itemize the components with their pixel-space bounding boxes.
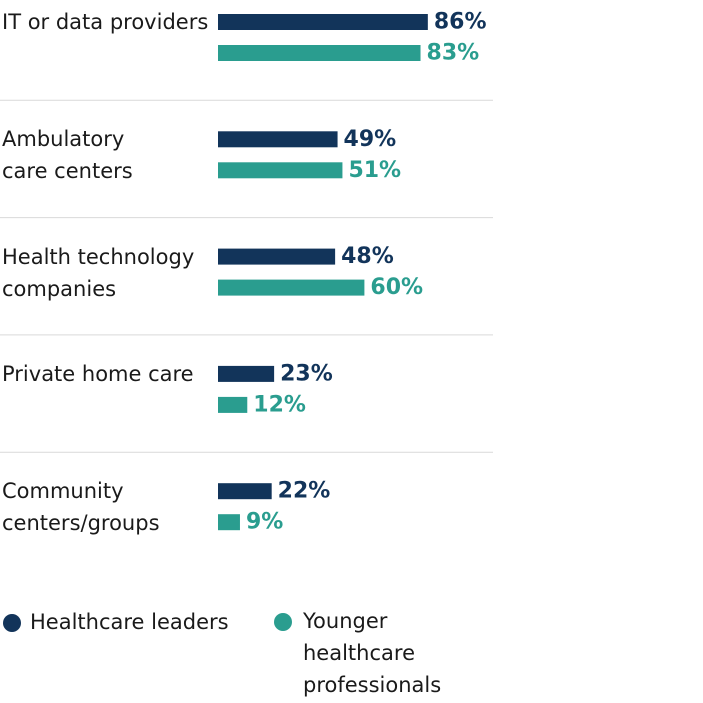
value-label: 51% <box>348 158 401 183</box>
bar <box>218 131 338 148</box>
bar <box>218 45 421 61</box>
bar <box>218 162 343 179</box>
value-label: 9% <box>246 510 283 535</box>
value-label: 23% <box>280 361 333 386</box>
value-label: 22% <box>278 479 331 504</box>
bar <box>218 14 428 30</box>
category-label: Community centers/groups <box>2 479 160 536</box>
bar <box>218 514 240 531</box>
value-label: 48% <box>341 244 394 269</box>
value-label: 60% <box>370 275 423 300</box>
category-label: Private home care <box>2 361 194 386</box>
bar <box>218 483 272 500</box>
category-label: Ambulatory care centers <box>2 127 133 184</box>
legend-marker <box>274 613 292 631</box>
bar <box>218 279 365 296</box>
category-label: Health technology companies <box>2 244 195 301</box>
value-label: 12% <box>253 392 306 417</box>
bar <box>218 365 275 382</box>
bar <box>218 396 248 413</box>
legend-label: Healthcare leaders <box>30 610 229 634</box>
legend-marker <box>3 614 21 632</box>
value-label: 86% <box>434 10 487 35</box>
category-label: IT or data providers <box>2 10 209 34</box>
value-label: 49% <box>344 127 397 152</box>
bar <box>218 248 336 265</box>
value-label: 83% <box>427 41 480 66</box>
legend-label: Younger healthcare professionals <box>303 609 442 697</box>
